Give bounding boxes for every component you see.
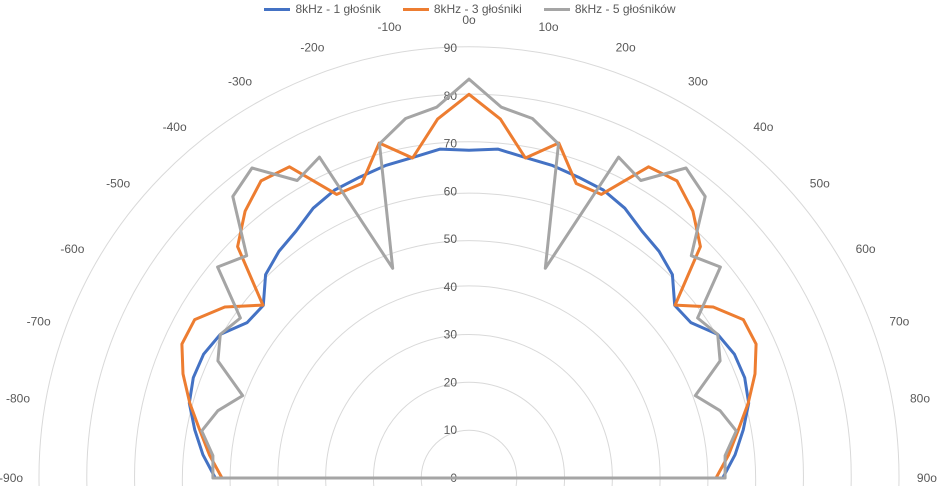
angle-label--60: -60o bbox=[60, 242, 84, 256]
grid-ring-70 bbox=[134, 141, 804, 486]
angle-label-80: 80o bbox=[910, 391, 930, 405]
angle-label--10: -10o bbox=[377, 20, 401, 34]
angle-label-90: 90o bbox=[917, 471, 937, 485]
r-tick-label-60: 60 bbox=[444, 184, 458, 198]
series-line-3 bbox=[200, 77, 738, 480]
grid-ring-90 bbox=[38, 46, 900, 486]
legend-label-3: 8kHz - 3 głośniki bbox=[433, 2, 522, 16]
angle-label--90: -90o bbox=[0, 471, 23, 485]
angle-label--70: -70o bbox=[27, 314, 51, 328]
legend-swatch-3 bbox=[402, 7, 429, 11]
legend-swatch-1 bbox=[264, 7, 291, 11]
r-tick-label-40: 40 bbox=[444, 280, 458, 294]
angle-label--40: -40o bbox=[163, 120, 187, 134]
angle-label-20: 20o bbox=[616, 41, 636, 55]
angle-label-70: 70o bbox=[889, 314, 909, 328]
legend-item-3: 8kHz - 3 głośniki bbox=[402, 2, 522, 16]
series-line-1 bbox=[187, 147, 751, 480]
r-tick-label-30: 30 bbox=[444, 328, 458, 342]
r-tick-label-10: 10 bbox=[444, 423, 458, 437]
angle-label-30: 30o bbox=[688, 74, 708, 88]
chart-legend: 8kHz - 1 głośnik 8kHz - 3 głośniki 8kHz … bbox=[0, 2, 940, 16]
r-tick-label-20: 20 bbox=[444, 375, 458, 389]
angle-label--80: -80o bbox=[6, 391, 30, 405]
grid-ring-50 bbox=[229, 240, 709, 486]
grid-ring-60 bbox=[181, 192, 757, 486]
legend-label-5: 8kHz - 5 głośników bbox=[574, 2, 676, 16]
angle-label--30: -30o bbox=[228, 74, 252, 88]
grid-ring-20 bbox=[372, 381, 566, 486]
r-tick-label-90: 90 bbox=[444, 41, 458, 55]
legend-item-5: 8kHz - 5 głośników bbox=[543, 2, 676, 16]
angle-label-40: 40o bbox=[753, 120, 773, 134]
angle-label-50: 50o bbox=[810, 177, 830, 191]
angle-label-60: 60o bbox=[856, 242, 876, 256]
angle-label-10: 10o bbox=[539, 20, 559, 34]
legend-label-1: 8kHz - 1 głośnik bbox=[295, 2, 381, 16]
legend-swatch-5 bbox=[543, 7, 570, 11]
legend-item-1: 8kHz - 1 głośnik bbox=[264, 2, 381, 16]
r-tick-label-70: 70 bbox=[444, 137, 458, 151]
series-line-2 bbox=[180, 92, 758, 480]
grid-ring-10 bbox=[420, 429, 518, 486]
grid-ring-40 bbox=[277, 285, 661, 486]
r-tick-label-50: 50 bbox=[444, 232, 458, 246]
grid-ring-80 bbox=[86, 93, 852, 486]
angle-label-0: 0o bbox=[462, 13, 476, 27]
angle-label--50: -50o bbox=[106, 177, 130, 191]
angle-label--20: -20o bbox=[300, 41, 324, 55]
grid-ring-30 bbox=[325, 334, 613, 486]
